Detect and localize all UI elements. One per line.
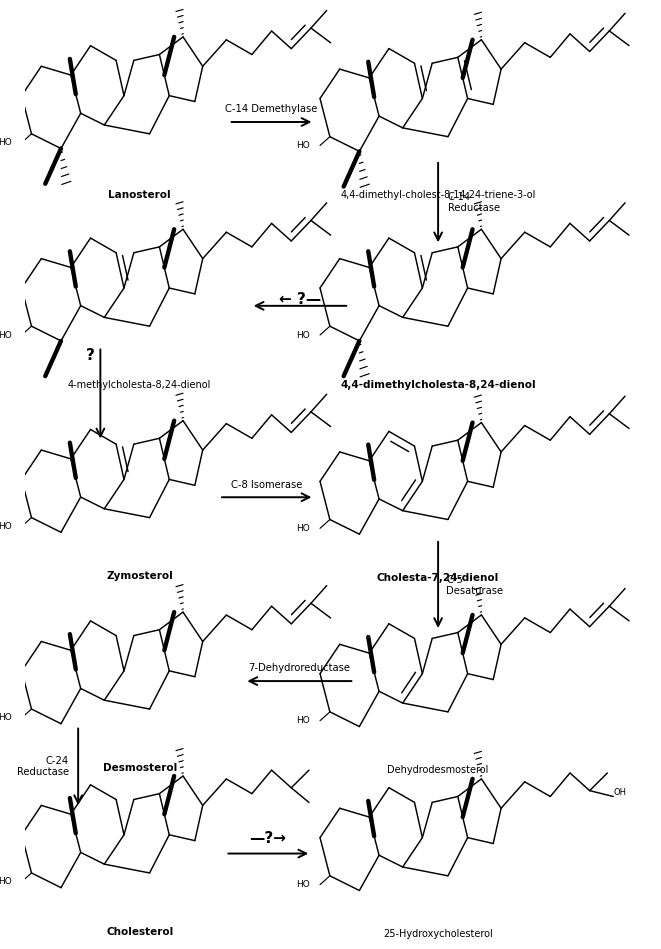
Text: C-14 Demethylase: C-14 Demethylase (225, 104, 317, 115)
Text: Lanosterol: Lanosterol (108, 190, 171, 200)
Text: Cholesta-7,24-dienol: Cholesta-7,24-dienol (377, 573, 499, 583)
Text: C-24
Reductase: C-24 Reductase (17, 755, 69, 777)
Text: HO: HO (296, 330, 310, 340)
Text: Dehydrodesmosterol: Dehydrodesmosterol (387, 766, 488, 775)
Text: HO: HO (296, 524, 310, 532)
Text: OH: OH (613, 788, 626, 796)
Text: HO: HO (0, 714, 12, 722)
Text: HO: HO (0, 522, 12, 530)
Text: HO: HO (296, 880, 310, 889)
Text: ?: ? (87, 347, 95, 363)
Text: Zymosterol: Zymosterol (106, 571, 173, 581)
Text: ← ?—: ← ?— (278, 291, 321, 307)
Text: 4-methylcholesta-8,24-dienol: 4-methylcholesta-8,24-dienol (68, 380, 212, 390)
Text: Cholesterol: Cholesterol (106, 926, 173, 937)
Text: 4,4-dimethylcholesta-8,24-dienol: 4,4-dimethylcholesta-8,24-dienol (340, 380, 536, 390)
Text: —?→: —?→ (249, 831, 286, 846)
Text: C-8 Isomerase: C-8 Isomerase (231, 479, 302, 490)
Text: HO: HO (0, 139, 12, 147)
Text: Desmosterol: Desmosterol (102, 763, 177, 772)
Text: HO: HO (296, 141, 310, 150)
Text: HO: HO (296, 716, 310, 725)
Text: 4,4-dimethyl-cholest-8,14,24-triene-3-ol: 4,4-dimethyl-cholest-8,14,24-triene-3-ol (340, 190, 536, 200)
Text: C-14
Reductase: C-14 Reductase (447, 192, 500, 214)
Text: 25-Hydroxycholesterol: 25-Hydroxycholesterol (383, 929, 493, 940)
Text: 7-Dehydroreductase: 7-Dehydroreductase (248, 663, 350, 674)
Text: HO: HO (0, 877, 12, 886)
Text: C-5
Desaturase: C-5 Desaturase (446, 574, 504, 596)
Text: HO: HO (0, 330, 12, 340)
